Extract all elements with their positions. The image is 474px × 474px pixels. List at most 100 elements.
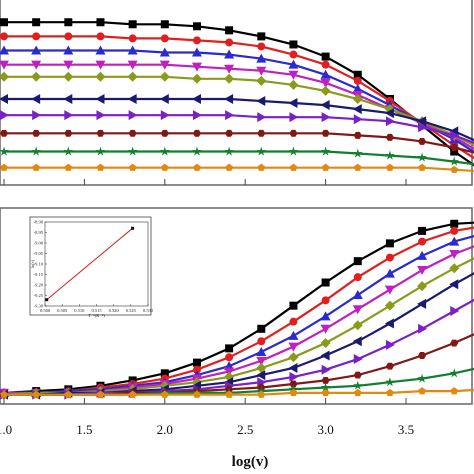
top-series-5-point bbox=[0, 71, 9, 82]
top-series-6-point bbox=[352, 104, 362, 115]
top-series-9-point bbox=[0, 146, 9, 156]
top-series-8-point bbox=[385, 133, 394, 141]
top-series-5-point bbox=[159, 71, 170, 82]
top-series-7-point bbox=[353, 114, 363, 125]
bottom-series-5-point bbox=[288, 352, 299, 363]
top-series-4-point bbox=[31, 60, 42, 70]
top-series-5-point bbox=[352, 94, 363, 104]
inset-y-tick-label: -9.20 bbox=[34, 283, 44, 288]
top-series-5-point bbox=[224, 73, 235, 84]
top-series-7 bbox=[0, 110, 474, 145]
bottom-series-6-point bbox=[352, 336, 362, 347]
bottom-series-10-point bbox=[225, 390, 233, 398]
bottom-series-10-line bbox=[4, 388, 474, 396]
top-series-1-point bbox=[96, 18, 105, 27]
bottom-series-4-point bbox=[256, 356, 267, 366]
inset-y-tick-label: -9.00 bbox=[34, 241, 44, 246]
top-series-5-point bbox=[31, 71, 42, 82]
bottom-series-9-point bbox=[256, 386, 267, 396]
top-series-1-point bbox=[0, 18, 8, 27]
bottom-series-2-point bbox=[321, 296, 330, 305]
bottom-series-5-point bbox=[449, 263, 460, 274]
top-series-2-point bbox=[160, 34, 169, 43]
top-series-8-point bbox=[353, 131, 362, 139]
top-series-4-point bbox=[224, 64, 235, 74]
top-series-6-point bbox=[63, 94, 73, 104]
bottom-series-9-point bbox=[320, 382, 331, 392]
top-series-3-line bbox=[4, 49, 474, 154]
top-series-8-line bbox=[4, 132, 474, 154]
top-series-5-point bbox=[256, 75, 267, 86]
top-series-8 bbox=[0, 129, 474, 154]
bottom-series-10 bbox=[0, 387, 474, 398]
top-series-9-point bbox=[95, 146, 106, 156]
top-series-1-point bbox=[321, 52, 330, 61]
top-series-10-point bbox=[386, 163, 394, 171]
top-series-6 bbox=[0, 94, 474, 142]
inset-y-tick-label: -9.30 bbox=[34, 304, 44, 309]
bottom-series-8-point bbox=[385, 362, 394, 370]
top-series-1-point bbox=[192, 22, 201, 31]
bottom-series-9-point bbox=[288, 384, 299, 394]
top-series-1-point bbox=[289, 40, 298, 49]
inset-y-tick-label: -9.05 bbox=[34, 251, 44, 256]
bottom-series-1-line bbox=[3, 221, 474, 394]
top-series-9-point bbox=[320, 146, 331, 156]
top-series-9-point bbox=[224, 146, 234, 156]
inset-x-axis-title: T⁻¹(K⁻¹) bbox=[88, 313, 105, 318]
top-series-8-point bbox=[32, 129, 41, 137]
top-series-8-point bbox=[128, 129, 137, 137]
top-series-9 bbox=[0, 146, 474, 166]
inset-x-tick-label: 0.520 bbox=[109, 308, 120, 313]
bottom-series-3-point bbox=[288, 330, 299, 340]
x-axis-ticks: 1.0 1.5 2.0 2.5 3.0 3.5 bbox=[0, 179, 414, 437]
top-series-7-point bbox=[385, 116, 395, 127]
top-series-2-point bbox=[353, 76, 362, 85]
top-series-4-point bbox=[256, 66, 267, 76]
bottom-series-1-point bbox=[353, 257, 362, 266]
top-series-2-point bbox=[289, 50, 298, 59]
inset-fit-line bbox=[46, 227, 133, 301]
bottom-series-10-point bbox=[353, 388, 362, 397]
bottom-series-3-point bbox=[320, 311, 331, 321]
top-series-6-point bbox=[191, 94, 201, 104]
bottom-series-6-point bbox=[384, 318, 394, 329]
top-series-10-point bbox=[418, 163, 426, 171]
top-series-1-point bbox=[128, 20, 137, 29]
bottom-series-10-point bbox=[193, 390, 201, 398]
top-series-7-point bbox=[64, 110, 74, 121]
top-series-4-point bbox=[288, 70, 299, 80]
top-series-9-point bbox=[160, 146, 170, 156]
bottom-series-10-point bbox=[128, 390, 137, 398]
inset-x-tick-label: 0.505 bbox=[57, 308, 68, 313]
top-series-7-point bbox=[96, 110, 106, 121]
inset-data-point bbox=[131, 226, 135, 230]
bottom-series-2-point bbox=[289, 317, 298, 326]
top-series-6-point bbox=[0, 94, 8, 104]
bottom-series-1-point bbox=[192, 358, 201, 367]
top-series-3-point bbox=[256, 53, 267, 63]
top-series-2-point bbox=[96, 32, 105, 41]
inset-x-tick-label: 0.500 bbox=[40, 308, 51, 313]
top-series-9-line bbox=[4, 150, 474, 166]
top-series-2-line bbox=[4, 35, 474, 160]
top-series-6-point bbox=[31, 94, 41, 104]
top-series-10-point bbox=[321, 163, 330, 171]
top-series-10-point bbox=[289, 163, 298, 171]
top-series-group bbox=[0, 18, 474, 173]
top-series-1-point bbox=[225, 26, 234, 35]
top-series-5-point bbox=[95, 71, 106, 82]
top-series-4-point bbox=[191, 62, 202, 72]
bottom-series-2-point bbox=[225, 353, 234, 362]
bottom-series-10-point bbox=[0, 390, 8, 398]
top-series-9-point bbox=[63, 146, 74, 156]
top-series-8-point bbox=[0, 129, 8, 137]
bottom-series-6-point bbox=[449, 279, 459, 290]
x-tick-label: 2.0 bbox=[157, 422, 173, 437]
top-series-3-point bbox=[95, 45, 106, 55]
top-plot-area bbox=[0, 0, 473, 186]
bottom-series-1-point bbox=[321, 278, 330, 287]
top-series-3-point bbox=[191, 47, 202, 57]
bottom-series-2-point bbox=[385, 253, 394, 262]
